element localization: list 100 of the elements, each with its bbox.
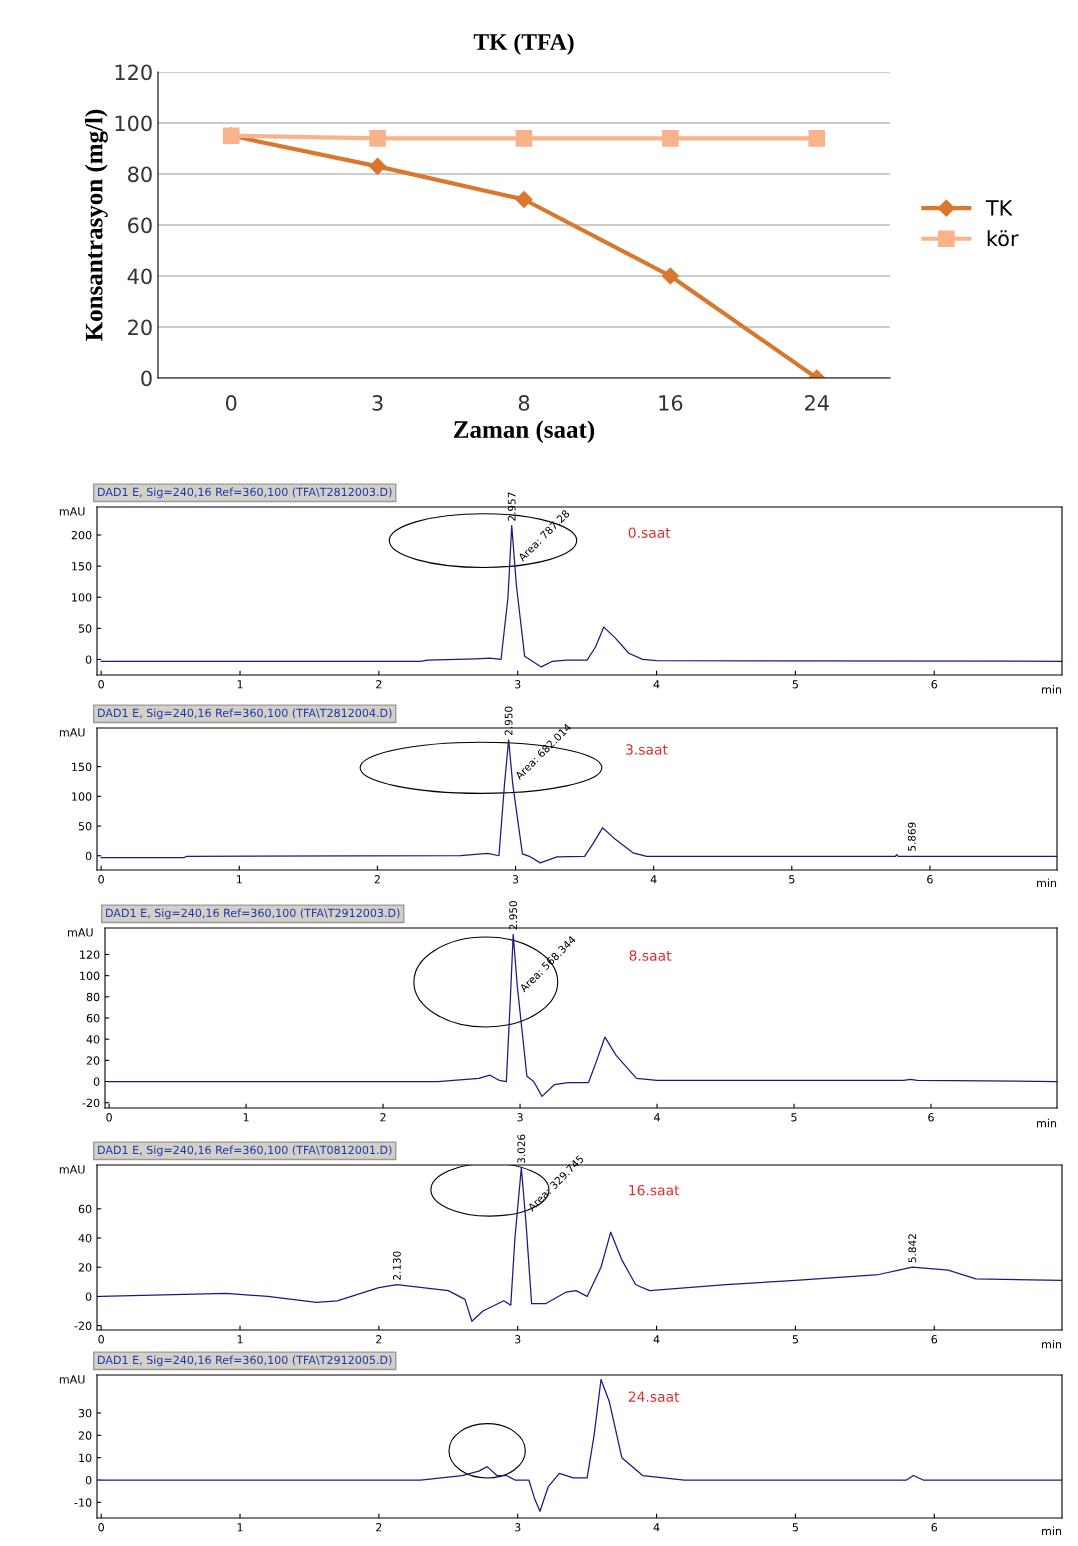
y-tick-label: -10 — [74, 1498, 92, 1507]
y-tick-label: 120 — [115, 64, 152, 81]
y-tick-label: 50 — [78, 624, 92, 633]
x-tick-label: 2 — [376, 680, 382, 689]
y-tick-label: 60 — [128, 217, 152, 234]
annotation: 16.saat — [629, 1184, 680, 1196]
x-axis-title: min — [1042, 1526, 1062, 1536]
annotation: 2.950 — [504, 706, 513, 735]
y-tick-label: 80 — [128, 166, 152, 183]
x-tick-label: 4 — [650, 875, 657, 884]
point — [369, 157, 387, 175]
x-axis-title: min — [1042, 1339, 1062, 1349]
annotation: 3.026 — [517, 1134, 526, 1163]
annotation: 2.130 — [392, 1251, 401, 1280]
y-tick-label: 100 — [72, 593, 92, 602]
x-tick-label: 16 — [659, 395, 683, 411]
y-tick-label: 50 — [78, 822, 92, 831]
x-tick-label: 5 — [791, 1113, 797, 1122]
x-tick-label: 1 — [237, 680, 243, 689]
y-tick-label: 0 — [93, 1077, 100, 1086]
x-tick-label: 6 — [928, 1113, 934, 1122]
y-tick-label: 120 — [80, 950, 100, 959]
y-tick-label: 0 — [85, 1292, 92, 1301]
point — [515, 190, 533, 209]
point — [369, 129, 386, 147]
y-tick-label: 40 — [86, 1035, 100, 1044]
x-tick-label: 24 — [805, 395, 829, 411]
x-tick-label: 3 — [515, 680, 521, 689]
y-tick-label: -20 — [82, 1098, 100, 1108]
x-axis-title: Zaman (saat) — [454, 420, 595, 444]
y-axis-title: Konsantrasyon (mg/l) — [84, 109, 108, 341]
x-tick-label: 3 — [372, 395, 383, 411]
x-tick-label: 5 — [792, 680, 798, 689]
x-tick-label: 1 — [237, 1335, 243, 1344]
legend-label: kör — [987, 230, 1019, 247]
x-tick-label: 3 — [515, 1335, 521, 1344]
y-tick-label: 0 — [85, 655, 92, 664]
chart-title: DAD1 E, Sig=240,16 Ref=360,100 (TFA\T2912005.D) — [98, 1355, 392, 1367]
y-tick-label: 100 — [80, 971, 100, 981]
point — [515, 129, 533, 147]
x-tick-label: 6 — [931, 1523, 938, 1532]
y-axis-title: mAU — [59, 507, 85, 516]
x-tick-label: 6 — [931, 680, 938, 689]
y-tick-label: 10 — [79, 1453, 92, 1463]
chart-title: DAD1 E, Sig=240,16 Ref=360,100 (TFA\T2812003.D) — [98, 487, 392, 499]
y-tick-label: -20 — [74, 1321, 92, 1330]
y-tick-label: 150 — [72, 762, 92, 771]
x-tick-label: 3 — [515, 1523, 521, 1532]
y-tick-label: 80 — [86, 992, 100, 1002]
x-tick-label: 1 — [236, 875, 242, 884]
x-tick-label: 4 — [653, 1335, 660, 1344]
x-tick-label: 4 — [654, 1113, 660, 1122]
annotation: 2.950 — [509, 901, 518, 930]
point — [808, 129, 826, 147]
annotation: 8.saat — [629, 950, 672, 961]
y-tick-label: 200 — [71, 530, 92, 540]
y-tick-label: 20 — [78, 1263, 92, 1272]
annotation: 5.869 — [907, 822, 916, 851]
x-tick-label: 0 — [106, 1113, 112, 1122]
y-tick-label: 40 — [78, 1233, 92, 1243]
y-tick-label: 30 — [78, 1408, 92, 1418]
y-tick-label: 20 — [128, 319, 152, 336]
x-tick-label: 4 — [653, 1523, 660, 1532]
y-tick-label: 0 — [85, 1475, 92, 1485]
x-tick-label: 2 — [380, 1113, 386, 1122]
x-axis-title: min — [1037, 878, 1057, 887]
x-tick-label: 6 — [931, 1335, 938, 1344]
point — [662, 129, 679, 147]
chart-title: DAD1 E, Sig=240,16 Ref=360,100 (TFA\T0812001.D) — [98, 1145, 392, 1157]
annotation: 24.saat — [628, 1391, 680, 1402]
x-tick-label: 8 — [518, 395, 530, 411]
y-tick-label: 20 — [86, 1056, 100, 1065]
x-tick-label: 3 — [512, 875, 519, 884]
annotation: 0.saat — [628, 527, 671, 538]
x-axis-title: min — [1042, 685, 1062, 694]
y-tick-label: 0 — [85, 851, 92, 861]
chart-title: DAD1 E, Sig=240,16 Ref=360,100 (TFA\T2912003.D) — [106, 908, 400, 920]
x-tick-label: 2 — [376, 1335, 382, 1344]
legend-label: TK — [985, 200, 1013, 216]
y-tick-label: 150 — [72, 562, 92, 571]
x-tick-label: 1 — [243, 1113, 249, 1122]
y-tick-label: 20 — [78, 1431, 92, 1440]
x-tick-label: 2 — [374, 875, 380, 884]
y-axis-title: mAU — [68, 928, 93, 937]
x-axis-title: min — [1037, 1118, 1057, 1128]
chart-title: DAD1 E, Sig=240,16 Ref=360,100 (TFA\T2812004.D) — [98, 708, 392, 720]
annotation: 5.842 — [908, 1234, 917, 1263]
x-tick-label: 5 — [792, 1523, 798, 1532]
annotation: 3.saat — [626, 744, 668, 755]
x-tick-label: 1 — [237, 1523, 243, 1532]
x-tick-label: 4 — [653, 680, 660, 689]
y-axis-title: mAU — [59, 1165, 85, 1174]
y-tick-label: 60 — [78, 1204, 92, 1214]
y-tick-label: 40 — [127, 268, 152, 285]
x-tick-label: 2 — [376, 1523, 382, 1532]
x-tick-label: 3 — [517, 1113, 523, 1122]
chart-title: TK (TFA) — [473, 33, 574, 55]
x-tick-label: 6 — [927, 875, 933, 884]
x-tick-label: 5 — [792, 1335, 798, 1344]
annotation: 2.957 — [507, 492, 516, 521]
